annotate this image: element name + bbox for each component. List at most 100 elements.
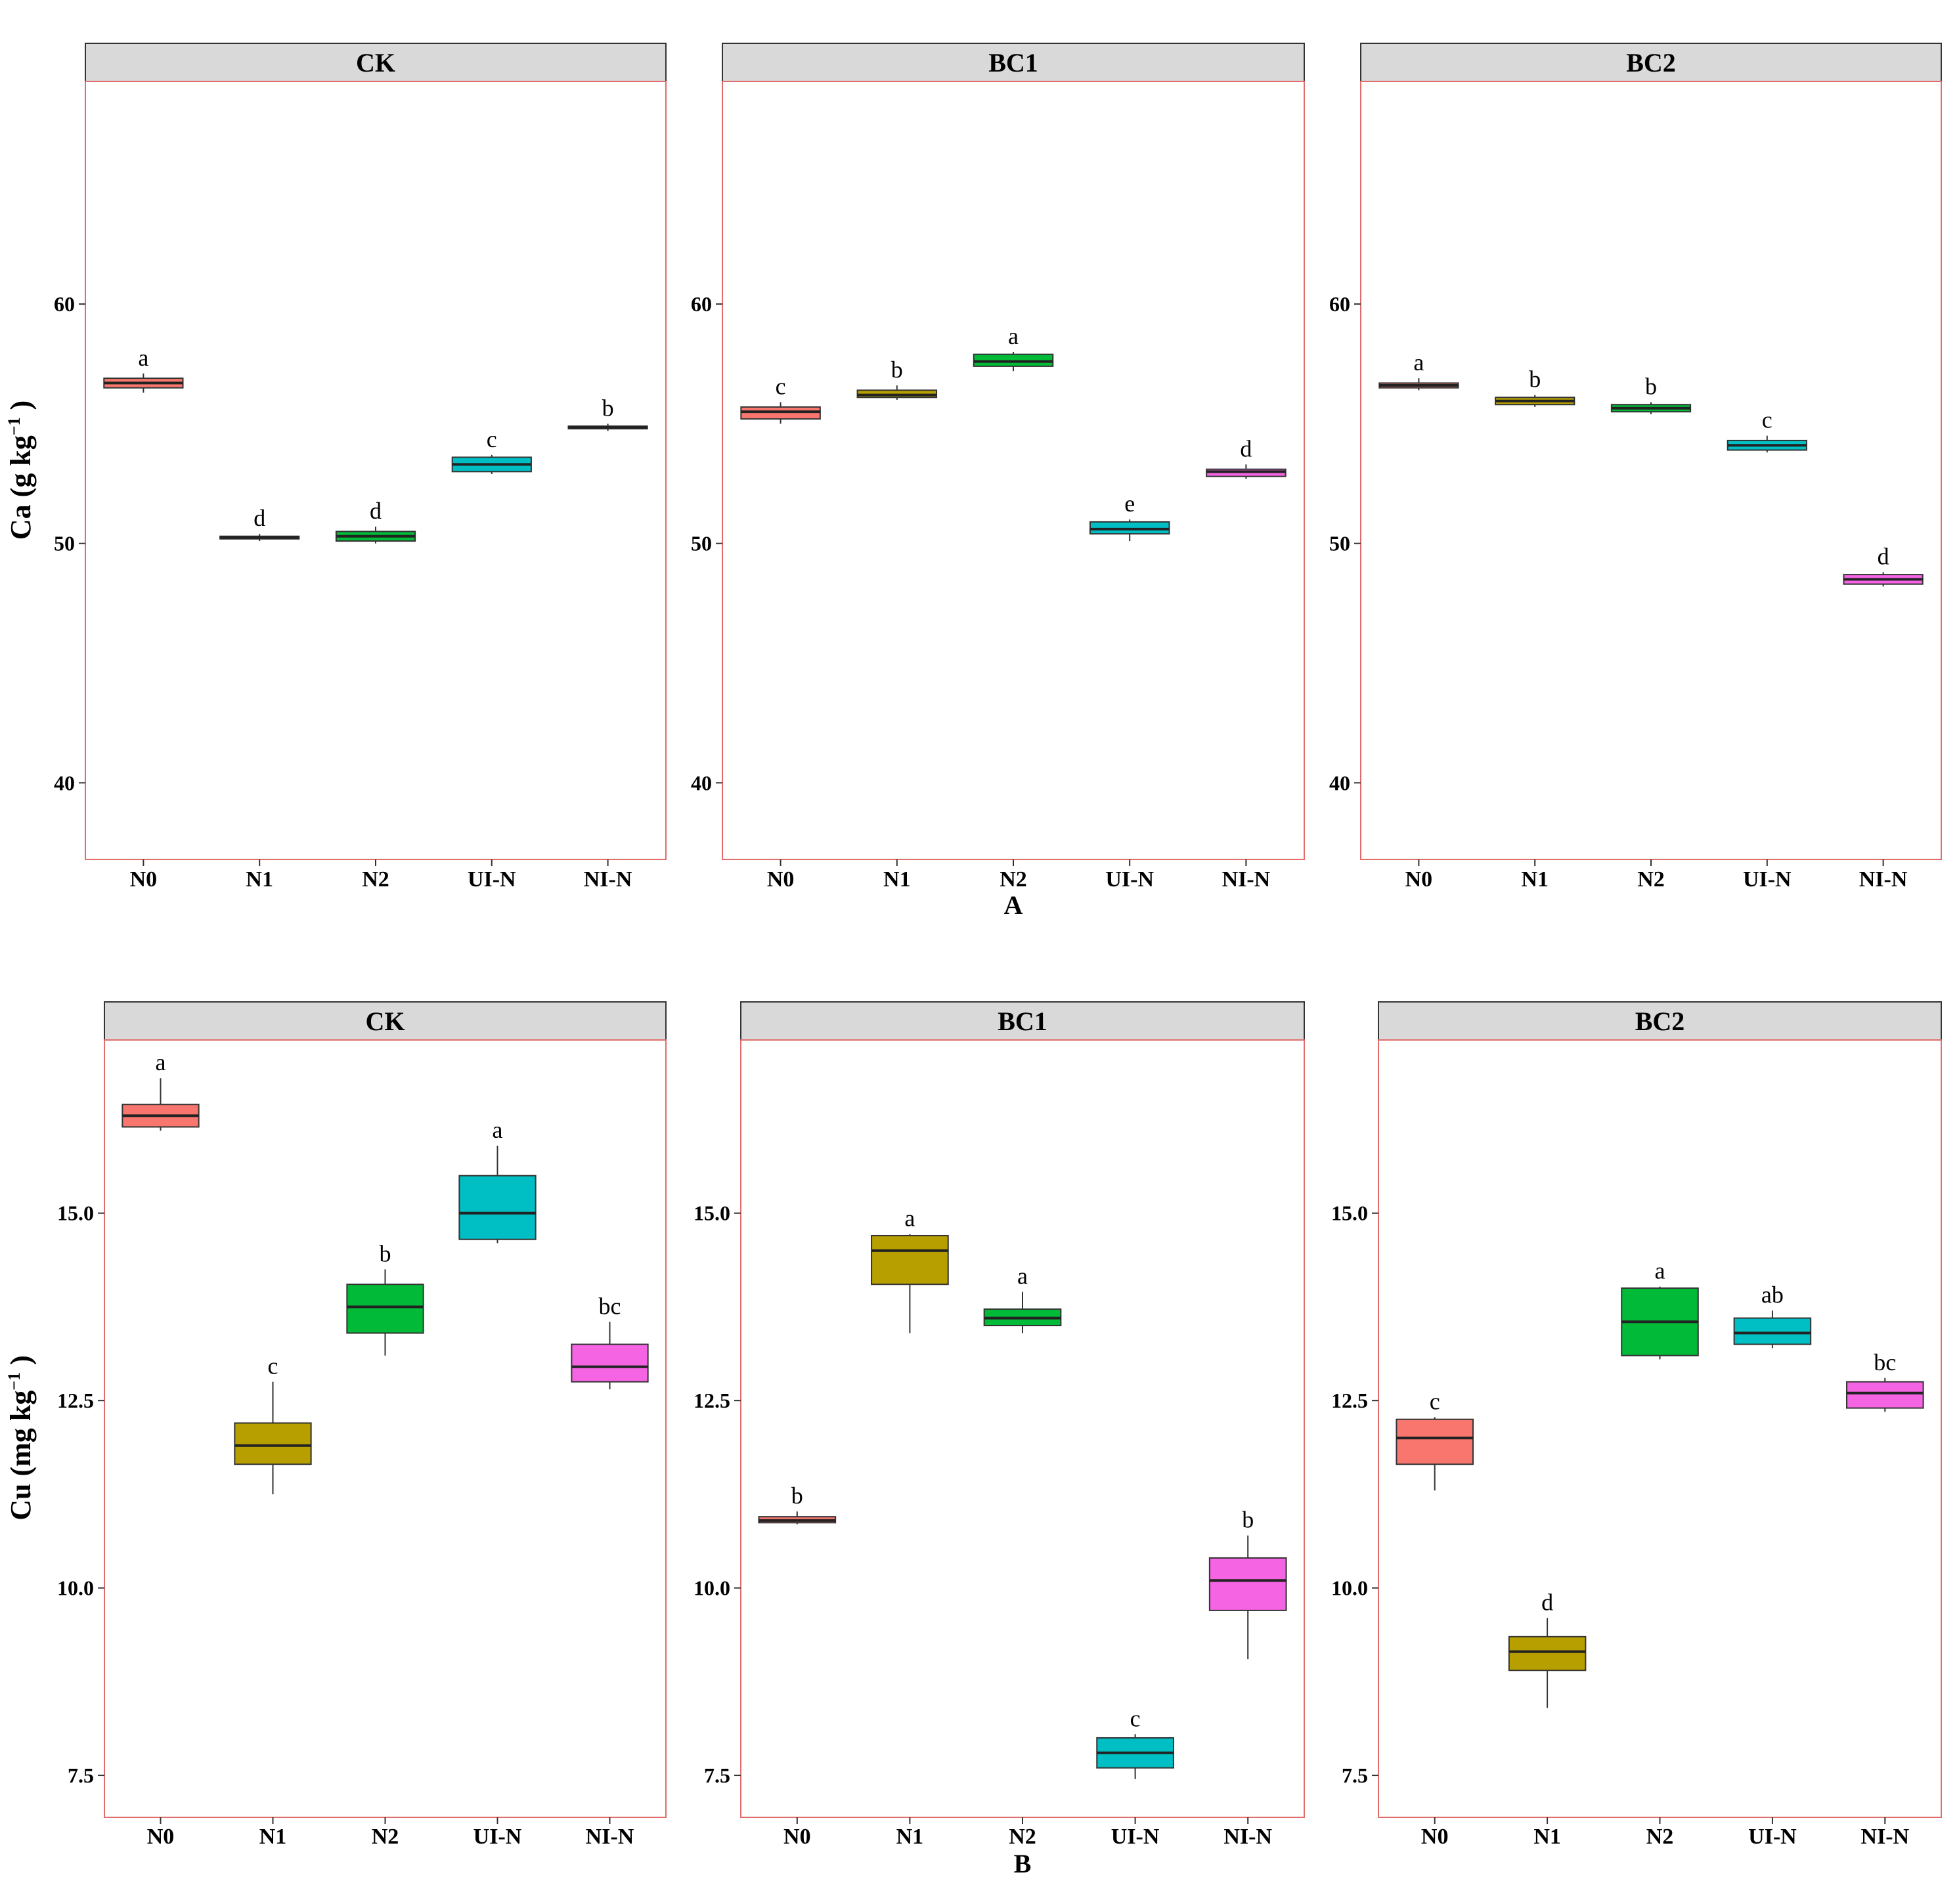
y-tick-label: 7.5 — [68, 1763, 94, 1787]
box-ui-n: c — [1727, 407, 1807, 453]
significance-letter: b — [1645, 374, 1657, 400]
y-tick-label: 10.0 — [1331, 1576, 1368, 1600]
box-n0: a — [1378, 349, 1459, 391]
y-axis-title: Ca (g kg−1 ) — [5, 400, 37, 540]
significance-letter: d — [1240, 435, 1252, 462]
significance-letter: b — [380, 1240, 391, 1266]
box-n2: d — [335, 498, 416, 544]
y-tick-label: 40 — [54, 771, 75, 794]
x-tick-label: N1 — [883, 867, 911, 892]
y-tick-label: 40 — [1329, 771, 1350, 794]
x-tick-label: NI-N — [1860, 1825, 1909, 1849]
significance-letter: e — [1124, 490, 1135, 517]
x-tick-label: N1 — [1521, 867, 1549, 892]
significance-letter: b — [1529, 366, 1541, 393]
x-tick-label: NI-N — [1222, 867, 1271, 892]
significance-letter: a — [1017, 1263, 1028, 1289]
box-ni-n: bc — [571, 1293, 649, 1390]
panel-title: BC1 — [988, 48, 1038, 77]
box-n1: d — [1508, 1589, 1587, 1708]
significance-letter: c — [1430, 1388, 1440, 1414]
box-n1: b — [856, 357, 938, 400]
panel-strip — [722, 43, 1305, 82]
significance-letter: a — [138, 345, 148, 371]
x-tick-label: UI-N — [1111, 1825, 1160, 1849]
box-ni-n: b — [1208, 1507, 1287, 1660]
x-tick-label: UI-N — [473, 1825, 522, 1849]
significance-letter: d — [370, 498, 382, 524]
significance-letter: c — [487, 426, 497, 452]
significance-letter: b — [791, 1482, 803, 1509]
x-tick-label: N0 — [1405, 867, 1433, 892]
y-tick-label: 12.5 — [693, 1389, 730, 1412]
significance-letter: d — [1541, 1589, 1553, 1615]
x-tick-label: N0 — [783, 1825, 811, 1849]
box-body — [458, 1175, 537, 1240]
subfigure-label: A — [1004, 890, 1023, 920]
x-tick-label: UI-N — [1743, 867, 1792, 892]
panel-title: CK — [366, 1006, 405, 1036]
x-tick-label: N1 — [1533, 1825, 1561, 1849]
significance-letter: a — [1413, 349, 1424, 376]
y-tick-label: 7.5 — [1342, 1763, 1368, 1787]
panel-bc1: BC1 40 50 60 c b a e d N0 N1 N2 UI-N NI-N — [691, 43, 1305, 892]
box-n0: c — [740, 374, 821, 424]
box-n0: a — [103, 345, 184, 393]
y-tick-label: 60 — [1329, 292, 1350, 316]
box-ni-n: d — [1206, 435, 1287, 479]
x-tick-label: N0 — [767, 867, 795, 892]
y-tick-label: 40 — [691, 771, 712, 794]
x-tick-label: N2 — [362, 867, 389, 892]
box-n0: b — [758, 1482, 837, 1525]
box-body — [234, 1422, 312, 1465]
y-tick-label: 50 — [54, 532, 75, 555]
panel-strip — [85, 43, 667, 82]
x-tick-label: NI-N — [1223, 1825, 1272, 1849]
box-body — [1846, 1381, 1924, 1409]
box-ni-n: d — [1843, 543, 1924, 587]
y-tick-label: 12.5 — [57, 1389, 94, 1412]
x-tick-label: NI-N — [1859, 867, 1908, 892]
panel-strip — [740, 1001, 1305, 1041]
significance-letter: a — [493, 1117, 503, 1143]
box-ui-n: a — [458, 1117, 537, 1244]
box-n0: a — [121, 1049, 200, 1131]
box-n1: d — [219, 505, 300, 542]
box-n1: a — [871, 1205, 949, 1333]
panel-border — [1360, 81, 1942, 860]
panel-title: BC2 — [1635, 1006, 1685, 1036]
x-tick-label: N1 — [246, 867, 273, 892]
x-tick-label: NI-N — [584, 867, 632, 892]
significance-letter: b — [602, 395, 614, 421]
y-tick-label: 10.0 — [693, 1576, 730, 1600]
y-tick-label: 7.5 — [704, 1763, 730, 1787]
x-tick-label: UI-N — [468, 867, 516, 892]
significance-letter: a — [904, 1205, 915, 1232]
panel-bc2: BC2 7.5 10.0 12.5 15.0 c d a ab bc N0 N1 N2 UI-N NI-N — [1331, 1001, 1942, 1849]
box-n1: c — [234, 1353, 312, 1494]
y-tick-label: 60 — [691, 292, 712, 316]
box-ni-n: bc — [1846, 1349, 1924, 1412]
y-axis-title: Cu (mg kg−1 ) — [5, 1355, 37, 1521]
significance-letter: a — [156, 1049, 166, 1075]
significance-letter: a — [1008, 323, 1019, 349]
significance-letter: a — [1655, 1258, 1665, 1284]
panel-strip — [1378, 1001, 1942, 1041]
box-ni-n: b — [567, 395, 648, 431]
subfigure-label: B — [1014, 1849, 1032, 1878]
x-tick-label: UI-N — [1748, 1825, 1797, 1849]
x-tick-label: N2 — [1009, 1825, 1036, 1849]
significance-letter: b — [1242, 1507, 1254, 1533]
x-tick-label: N2 — [1637, 867, 1665, 892]
box-body — [1733, 1317, 1812, 1345]
box-ui-n: ab — [1733, 1282, 1812, 1349]
box-body — [571, 1343, 649, 1383]
significance-letter: c — [1762, 407, 1772, 433]
box-n2: a — [983, 1263, 1062, 1333]
panel-border — [740, 1039, 1305, 1818]
x-tick-label: N1 — [896, 1825, 924, 1849]
panel-title: BC1 — [998, 1006, 1047, 1036]
x-tick-label: N0 — [1421, 1825, 1449, 1849]
box-body — [1396, 1418, 1474, 1465]
